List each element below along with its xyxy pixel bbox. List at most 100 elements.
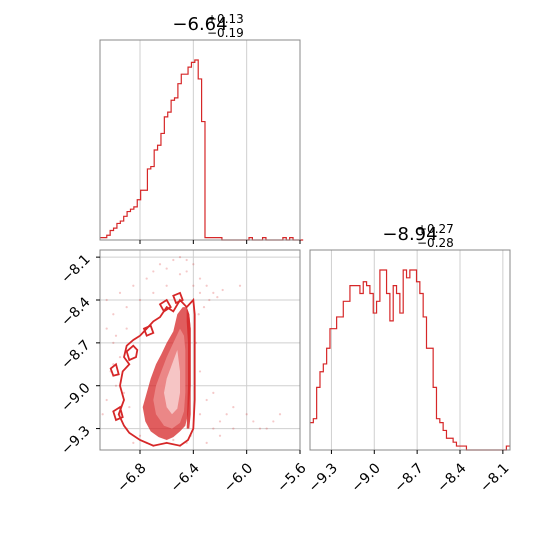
contour-line [117, 297, 196, 447]
scatter-point [101, 413, 104, 416]
scatter-point [212, 427, 215, 430]
scatter-point [112, 363, 115, 366]
x-tick-label: −6.4 [168, 460, 203, 495]
contour-line [112, 405, 124, 422]
x-tick-label: −6.8 [114, 460, 149, 495]
scatter-point [132, 284, 135, 287]
x-tick-label: −8.4 [434, 460, 469, 495]
marginal-histogram-param2: −9.3 −9.0 −8.7 −8.4 −8.1 −8.94 +0.27 −0.28 [306, 222, 513, 496]
y-axis-ticks: −8.1 −8.4 −8.7 −9.0 −9.3 [58, 251, 100, 458]
y-tick-label: −9.0 [58, 380, 93, 415]
scatter-point [172, 258, 175, 262]
x-axis-ticks: −6.8 −6.4 −6.0 −5.6 [114, 450, 310, 496]
scatter-points [101, 256, 282, 447]
scatter-point [165, 267, 168, 270]
contour-line [142, 324, 155, 337]
y-tick-label: −8.7 [58, 337, 93, 372]
scatter-point [158, 263, 162, 266]
scatter-point [272, 420, 275, 423]
contour-line [172, 291, 184, 305]
histogram-step-line [310, 269, 510, 451]
scatter-point [185, 258, 188, 262]
scatter-point [105, 327, 108, 330]
contour-line [109, 362, 120, 377]
y-tick-label: −9.3 [58, 423, 93, 458]
contour-fill [186, 307, 191, 429]
panel-title: −8.94 [382, 224, 437, 245]
scatter-point [178, 273, 182, 276]
scatter-point [218, 434, 222, 437]
scatter-point [152, 270, 155, 273]
title-upper-error: +0.27 [417, 222, 454, 236]
density-contours [109, 291, 196, 447]
title-upper-error: +0.13 [207, 12, 244, 26]
scatter-point [178, 256, 182, 259]
scatter-point [218, 420, 222, 423]
scatter-point [245, 413, 248, 416]
scatter-point [172, 438, 175, 442]
contour-line [125, 344, 139, 362]
scatter-point [212, 391, 215, 394]
x-tick-label: −5.6 [274, 460, 309, 495]
grid-lines [139, 40, 301, 240]
scatter-point [114, 384, 118, 387]
scatter-point [198, 277, 202, 280]
scatter-point [152, 291, 155, 294]
scatter-point [252, 420, 255, 423]
scatter-point [125, 327, 128, 330]
x-tick-label: −9.3 [306, 460, 341, 495]
scatter-point [232, 406, 235, 409]
contour-fill [164, 350, 180, 415]
title-lower-error: −0.19 [207, 26, 244, 40]
x-axis-ticks: −9.3 −9.0 −8.7 −8.4 −8.1 [306, 450, 512, 496]
joint-contour-panel: −6.8 −6.4 −6.0 −5.6 −8.1 −8.4 −8.7 −9.0 −9.3 [58, 249, 310, 496]
scatter-point [132, 441, 135, 444]
scatter-point [105, 298, 108, 302]
scatter-point [112, 341, 115, 344]
panel-frame [99, 39, 301, 241]
scatter-point [114, 334, 118, 337]
histogram-step-line [100, 59, 304, 241]
contour-line [158, 298, 172, 313]
scatter-point [232, 427, 235, 430]
x-tick-label: −8.7 [391, 460, 426, 495]
scatter-point [138, 434, 142, 437]
scatter-point [198, 291, 202, 294]
scatter-point [221, 288, 224, 292]
panel-frame [99, 249, 301, 451]
scatter-point [205, 398, 208, 402]
scatter-point [205, 441, 208, 444]
grid-lines [100, 250, 301, 450]
scatter-point [112, 313, 115, 316]
scatter-point [238, 284, 242, 287]
scatter-point [185, 270, 188, 273]
y-tick-label: −8.4 [58, 294, 93, 329]
scatter-point [118, 356, 122, 359]
scatter-point [212, 291, 215, 294]
scatter-point [197, 313, 200, 316]
x-axis-ticks [139, 240, 301, 244]
scatter-point [225, 413, 228, 416]
scatter-point [198, 370, 202, 373]
scatter-point [128, 406, 131, 409]
panel-title: −6.64 [172, 14, 227, 35]
scatter-point [208, 298, 211, 302]
scatter-point [118, 291, 122, 294]
scatter-point [192, 263, 195, 266]
scatter-point [145, 277, 148, 280]
scatter-point [258, 427, 262, 430]
y-tick-label: −8.1 [58, 251, 93, 286]
scatter-point [216, 296, 219, 299]
title-lower-error: −0.28 [417, 236, 454, 250]
scatter-point [192, 284, 195, 287]
scatter-point [138, 298, 142, 302]
scatter-point [198, 413, 202, 416]
scatter-point [165, 284, 168, 287]
scatter-point [205, 284, 208, 287]
grid-lines [330, 250, 504, 450]
scatter-point [105, 398, 108, 402]
scatter-point [125, 306, 128, 309]
scatter-point [265, 427, 268, 430]
scatter-point [202, 306, 206, 309]
